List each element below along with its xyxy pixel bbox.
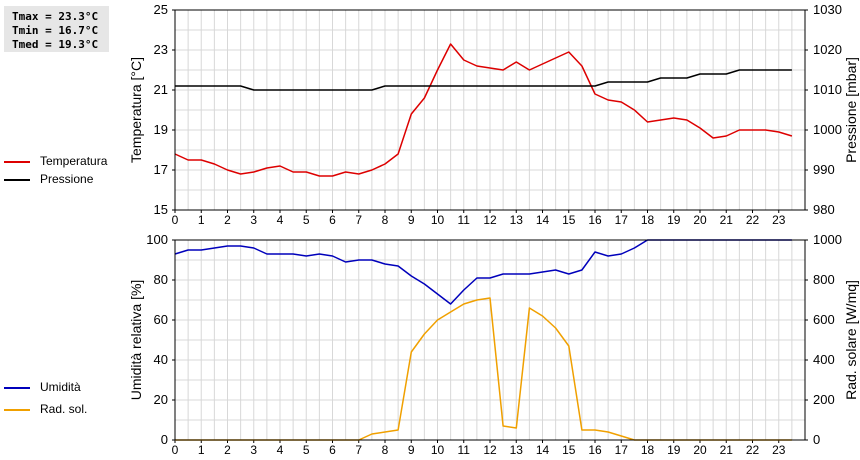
x-tick-label: 0 (172, 213, 179, 227)
x-tick-label: 18 (641, 213, 655, 227)
x-tick-label: 0 (172, 443, 179, 457)
x-tick-label: 13 (510, 443, 524, 457)
x-tick-label: 10 (431, 443, 445, 457)
x-tick-label: 22 (746, 213, 760, 227)
legend-swatch-rad-sol (4, 409, 30, 411)
y2-axis-label: Rad. solare [W/mq] (843, 280, 859, 400)
x-tick-label: 16 (588, 213, 602, 227)
x-tick-label: 10 (431, 213, 445, 227)
x-tick-label: 12 (483, 443, 497, 457)
series-line-rad-sol (175, 297, 792, 441)
y2-tick-label: 1010 (813, 82, 842, 97)
y2-tick-label: 400 (813, 352, 835, 367)
y-tick-label: 40 (154, 352, 168, 367)
chart-panel-2: 0 1 2 3 4 5 6 7 8 9 10 11 12 13 14 15 16 17 18 19 20 21 22 2302… (128, 232, 859, 457)
y2-axis-label: Pressione [mbar] (843, 57, 859, 163)
x-tick-label: 2 (224, 213, 231, 227)
y-tick-label: 25 (154, 2, 168, 17)
x-tick-label: 20 (693, 443, 707, 457)
y-tick-label: 0 (161, 432, 168, 447)
plot-frame (174, 239, 806, 441)
x-tick-label: 18 (641, 443, 655, 457)
y2-tick-label: 0 (813, 432, 820, 447)
y-tick-label: 80 (154, 272, 168, 287)
y-tick-label: 17 (154, 162, 168, 177)
stats-box: Tmax = 23.3°C Tmin = 16.7°C Tmed = 19.3°… (4, 6, 109, 52)
x-tick-label: 1 (198, 443, 205, 457)
x-tick-label: 20 (693, 213, 707, 227)
x-tick-label: 4 (277, 443, 284, 457)
x-tick-label: 21 (720, 443, 734, 457)
legend-label-pressione: Pressione (40, 172, 94, 186)
x-tick-label: 7 (355, 213, 362, 227)
legend-label-rad-sol: Rad. sol. (40, 402, 88, 416)
x-tick-label: 9 (408, 213, 415, 227)
x-tick-label: 16 (588, 443, 602, 457)
series-line-pressione (175, 69, 792, 91)
y2-tick-label: 1030 (813, 2, 842, 17)
x-tick-label: 8 (382, 213, 389, 227)
y-tick-label: 20 (154, 392, 168, 407)
y-tick-label: 19 (154, 122, 168, 137)
x-tick-label: 3 (250, 443, 257, 457)
chart-panel-1: 0 1 2 3 4 5 6 7 8 9 10 11 12 13 14 15 16 17 18 19 20 21 22 2315… (128, 2, 859, 227)
y2-tick-label: 990 (813, 162, 835, 177)
y2-tick-label: 600 (813, 312, 835, 327)
x-tick-label: 6 (329, 443, 336, 457)
y2-tick-label: 1000 (813, 232, 842, 247)
x-tick-label: 12 (483, 213, 497, 227)
x-tick-label: 11 (458, 213, 471, 227)
x-tick-label: 19 (667, 443, 681, 457)
y2-tick-label: 800 (813, 272, 835, 287)
x-tick-label: 21 (720, 213, 734, 227)
x-tick-label: 8 (382, 443, 389, 457)
x-tick-label: 1 (198, 213, 205, 227)
y-tick-label: 60 (154, 312, 168, 327)
legend-label-umidita: Umidità (40, 380, 81, 394)
y2-tick-label: 200 (813, 392, 835, 407)
x-tick-label: 7 (355, 443, 362, 457)
legend-swatch-temperatura (4, 161, 30, 163)
x-tick-label: 11 (458, 443, 471, 457)
x-tick-label: 19 (667, 213, 681, 227)
legend-swatch-umidita (4, 387, 30, 389)
y-tick-label: 23 (154, 42, 168, 57)
x-tick-label: 5 (303, 213, 310, 227)
y2-tick-label: 980 (813, 202, 835, 217)
x-tick-label: 14 (536, 213, 550, 227)
x-tick-label: 9 (408, 443, 415, 457)
stat-tmax: Tmax = 23.3°C (12, 10, 99, 23)
x-tick-label: 14 (536, 443, 550, 457)
y-tick-label: 100 (146, 232, 168, 247)
x-tick-label: 15 (562, 213, 576, 227)
x-tick-label: 17 (615, 443, 629, 457)
x-tick-label: 4 (277, 213, 284, 227)
series-line-umidita (174, 239, 792, 305)
y-axis-label: Umidità relativa [%] (128, 280, 144, 401)
y2-tick-label: 1000 (813, 122, 842, 137)
stat-tmin: Tmin = 16.7°C (12, 24, 99, 37)
y-axis-label: Temperatura [°C] (128, 57, 144, 163)
x-tick-label: 2 (224, 443, 231, 457)
y-tick-label: 15 (154, 202, 168, 217)
legend-swatch-pressione (4, 179, 30, 181)
x-tick-label: 5 (303, 443, 310, 457)
x-tick-label: 23 (772, 213, 786, 227)
series-line-temperatura (174, 43, 793, 177)
x-tick-label: 15 (562, 443, 576, 457)
y2-tick-label: 1020 (813, 42, 842, 57)
stat-tmed: Tmed = 19.3°C (12, 38, 99, 51)
y-tick-label: 21 (154, 82, 168, 97)
legend-label-temperatura: Temperatura (40, 154, 108, 168)
plot-frame (174, 9, 806, 211)
x-tick-label: 13 (510, 213, 524, 227)
x-tick-label: 6 (329, 213, 336, 227)
x-tick-label: 17 (615, 213, 629, 227)
x-tick-label: 3 (250, 213, 257, 227)
x-tick-label: 22 (746, 443, 760, 457)
x-tick-label: 23 (772, 443, 786, 457)
